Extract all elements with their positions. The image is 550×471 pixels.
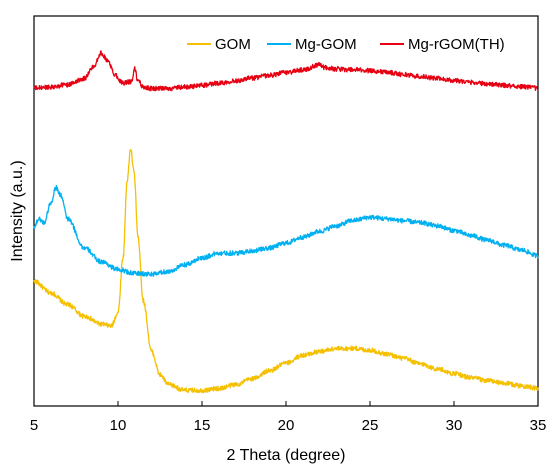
legend: GOM Mg-GOM Mg-rGOM(TH)	[187, 36, 505, 53]
x-tick-label: 5	[30, 417, 38, 434]
legend-label: GOM	[215, 36, 251, 53]
series-line-mg-rgom-th	[33, 50, 539, 92]
legend-label: Mg-GOM	[295, 36, 357, 53]
series-line-gom	[33, 148, 539, 394]
x-axis-title: 2 Theta (degree)	[227, 447, 346, 464]
x-tick-label: 20	[278, 417, 295, 434]
series-line-mg-gom	[33, 184, 539, 277]
x-tick-label: 25	[362, 417, 379, 434]
y-axis-title: Intensity (a.u.)	[9, 160, 26, 261]
x-tick-label: 35	[530, 417, 547, 434]
x-tick-label: 15	[194, 417, 211, 434]
legend-label: Mg-rGOM(TH)	[408, 36, 505, 53]
x-tick-label: 10	[110, 417, 127, 434]
x-axis-ticks: 5 10 15 20 25 30 35	[30, 401, 547, 434]
x-tick-label: 30	[446, 417, 463, 434]
series-layer	[33, 50, 539, 394]
